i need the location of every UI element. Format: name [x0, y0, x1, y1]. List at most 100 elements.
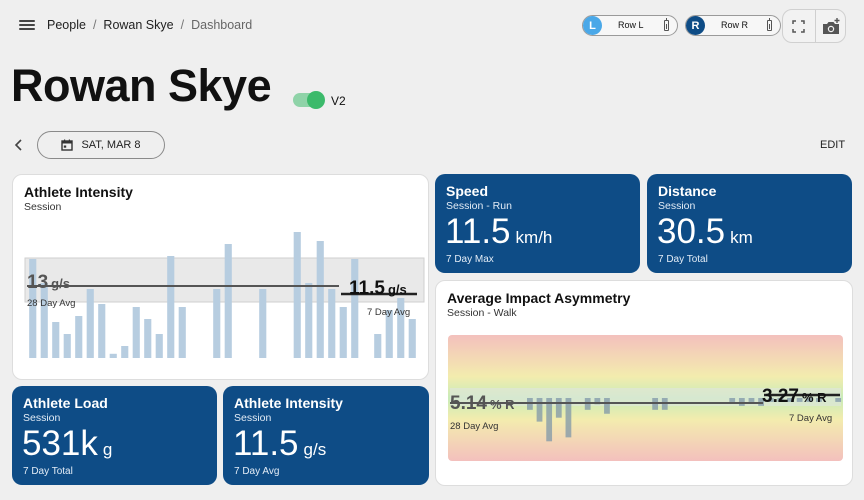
version-label: V2: [331, 94, 346, 108]
date-picker-button[interactable]: SAT, MAR 8: [37, 131, 165, 159]
sensor-right-badge: R: [686, 16, 705, 35]
chart-bar: [767, 398, 774, 402]
card-subtitle: Session: [24, 201, 62, 213]
intensity-value: 11.5 g/s: [233, 424, 327, 463]
avg-7-day-value: 11.5 g/s: [349, 278, 407, 299]
add-camera-icon[interactable]: [821, 18, 841, 36]
toolbar-divider: [815, 10, 816, 42]
chart-bar: [729, 398, 736, 402]
chart-bar: [555, 398, 562, 418]
breadcrumb: People / Rowan Skye / Dashboard: [47, 18, 252, 32]
chevron-left-icon[interactable]: [13, 138, 25, 152]
card-subtitle: Session: [658, 200, 696, 212]
chart-bar: [144, 319, 152, 358]
card-title: Average Impact Asymmetry: [447, 290, 631, 306]
card-subtitle: Session - Run: [446, 200, 512, 212]
chart-bar: [52, 322, 60, 358]
impact-asymmetry-chart: [448, 335, 843, 461]
chart-bar: [604, 398, 610, 414]
chart-bar: [748, 398, 755, 402]
chart-bar: [408, 319, 416, 358]
chart-bar: [397, 298, 405, 358]
chart-bar: [796, 398, 803, 402]
chart-bar: [86, 289, 94, 358]
chart-bar: [75, 316, 83, 358]
card-title: Athlete Intensity: [234, 395, 343, 411]
chart-bar: [374, 334, 382, 358]
date-label: SAT, MAR 8: [81, 139, 141, 151]
chart-bar: [63, 334, 71, 358]
card-title: Athlete Intensity: [24, 184, 133, 200]
athlete-intensity-chart-card[interactable]: Athlete Intensity Session 13 g/s 28 Day A…: [12, 174, 429, 380]
menu-icon[interactable]: [19, 18, 37, 32]
version-toggle[interactable]: [293, 91, 325, 109]
breadcrumb-separator: /: [180, 18, 185, 32]
breadcrumb-item-people[interactable]: People: [47, 18, 86, 32]
chart-bar: [777, 398, 784, 402]
chart-bar: [339, 307, 347, 358]
chart-bar: [224, 244, 232, 358]
card-footer: 7 Day Total: [658, 254, 708, 265]
avg-7-day-value: 3.27% R: [762, 386, 827, 407]
chart-bar: [351, 259, 359, 358]
athlete-name: Rowan Skye: [11, 60, 272, 111]
chart-bar: [835, 398, 842, 402]
chart-bar: [178, 307, 186, 358]
card-footer: 7 Day Total: [23, 466, 73, 477]
edit-button[interactable]: EDIT: [820, 139, 846, 151]
chart-bar: [806, 398, 813, 402]
chart-bar: [155, 334, 163, 358]
avg-28-day-value: 5.14% R: [450, 393, 515, 414]
toolbar-group: [782, 9, 846, 43]
chart-bar: [316, 241, 324, 358]
chart-bar: [121, 346, 129, 358]
chart-bar: [536, 398, 543, 422]
calendar-icon: [61, 139, 74, 151]
chart-bar: [109, 353, 117, 358]
chart-bar: [40, 283, 48, 358]
chart-bar: [546, 398, 553, 442]
sensor-pill-left[interactable]: L Row L: [582, 15, 678, 36]
chart-bar: [816, 398, 822, 402]
chart-bar: [213, 289, 221, 358]
chart-bar: [594, 398, 601, 405]
sensor-right-label: Row R: [721, 20, 749, 30]
chart-bar: [738, 398, 745, 406]
card-footer: 7 Day Avg: [234, 466, 280, 477]
distance-card[interactable]: Distance Session 30.5 km 7 Day Total: [647, 174, 852, 273]
card-subtitle: Session: [23, 412, 61, 424]
toggle-knob: [307, 91, 325, 109]
sensor-pill-right[interactable]: R Row R: [685, 15, 781, 36]
athlete-intensity-card[interactable]: Athlete Intensity Session 11.5 g/s 7 Day …: [223, 386, 429, 485]
chart-bar: [98, 304, 106, 358]
breadcrumb-separator: /: [92, 18, 97, 32]
chart-bar: [132, 307, 140, 358]
chart-bar: [758, 398, 764, 406]
impact-asymmetry-card[interactable]: Average Impact Asymmetry Session - Walk …: [435, 280, 853, 486]
chart-bar: [167, 256, 175, 358]
load-value: 531k g: [22, 424, 113, 463]
chart-bar: [259, 289, 267, 358]
battery-icon: [767, 18, 772, 31]
chart-bar: [29, 259, 37, 358]
avg-28-day-value: 13 g/s: [27, 272, 70, 293]
breadcrumb-item-athlete[interactable]: Rowan Skye: [103, 18, 174, 32]
card-footer: 7 Day Max: [446, 254, 494, 265]
chart-bar: [328, 289, 336, 358]
chart-bar: [787, 398, 793, 402]
card-title: Athlete Load: [23, 395, 108, 411]
speed-card[interactable]: Speed Session - Run 11.5 km/h 7 Day Max: [435, 174, 640, 273]
fullscreen-icon[interactable]: [792, 20, 805, 33]
athlete-load-card[interactable]: Athlete Load Session 531k g 7 Day Total: [12, 386, 217, 485]
speed-value: 11.5 km/h: [445, 212, 553, 251]
sensor-left-badge: L: [583, 16, 602, 35]
avg-7-day-label: 7 Day Avg: [789, 413, 833, 424]
athlete-intensity-chart: [24, 232, 425, 358]
card-subtitle: Session: [234, 412, 272, 424]
battery-icon: [664, 18, 669, 31]
avg-28-day-label: 28 Day Avg: [27, 298, 76, 309]
sensor-left-label: Row L: [618, 20, 644, 30]
distance-value: 30.5 km: [657, 212, 753, 251]
card-title: Distance: [658, 183, 717, 199]
breadcrumb-current: Dashboard: [191, 18, 253, 32]
